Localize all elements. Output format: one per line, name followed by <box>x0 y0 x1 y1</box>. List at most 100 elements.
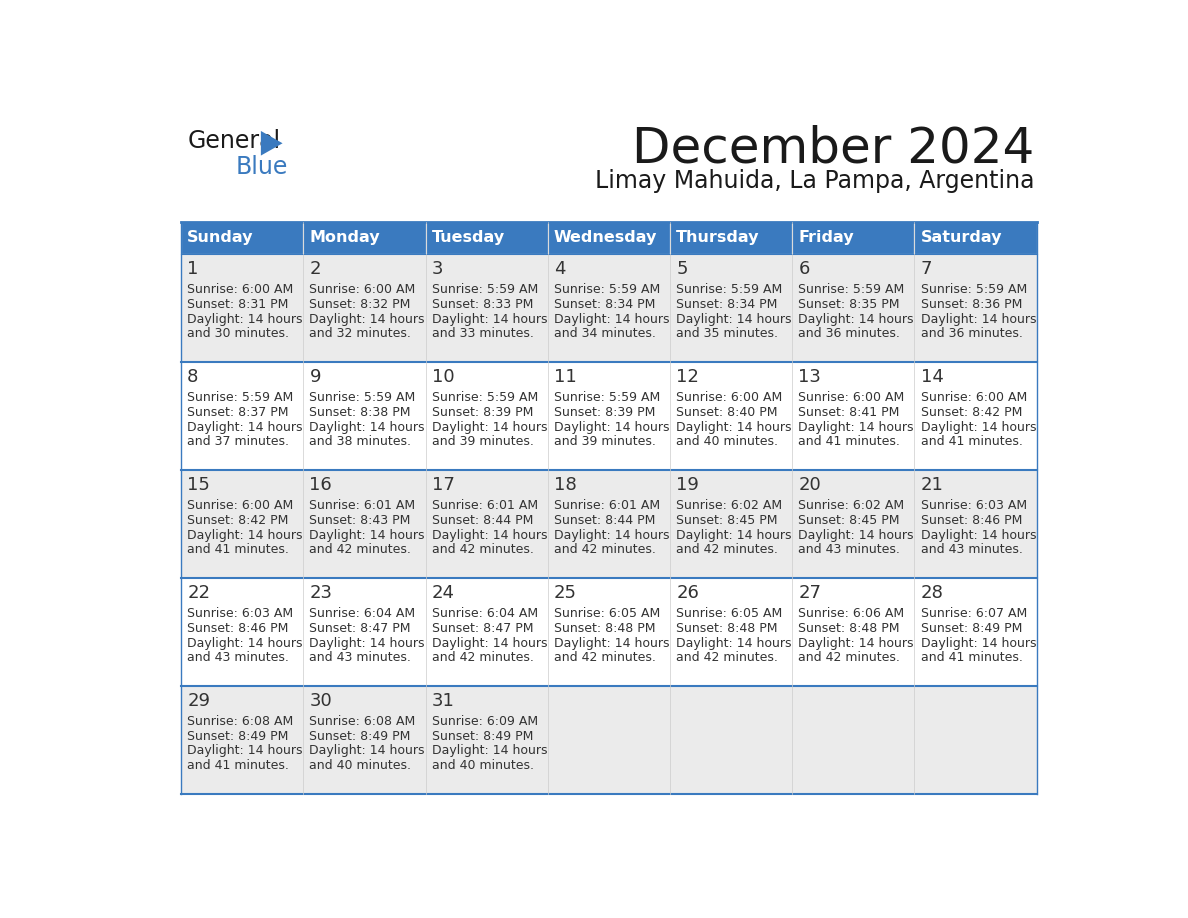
Text: Daylight: 14 hours: Daylight: 14 hours <box>188 420 303 433</box>
Text: Sunset: 8:31 PM: Sunset: 8:31 PM <box>188 298 289 311</box>
Text: Daylight: 14 hours: Daylight: 14 hours <box>798 529 914 542</box>
Text: Sunrise: 6:00 AM: Sunrise: 6:00 AM <box>676 391 783 404</box>
Text: Sunrise: 5:59 AM: Sunrise: 5:59 AM <box>798 284 904 297</box>
Bar <box>792 222 915 254</box>
Bar <box>303 470 425 578</box>
Text: and 42 minutes.: and 42 minutes. <box>676 543 778 556</box>
Text: 6: 6 <box>798 261 810 278</box>
Text: and 40 minutes.: and 40 minutes. <box>431 759 533 772</box>
Text: Sunset: 8:46 PM: Sunset: 8:46 PM <box>921 514 1022 527</box>
Text: 9: 9 <box>310 368 321 386</box>
Text: and 42 minutes.: and 42 minutes. <box>431 651 533 664</box>
Text: and 40 minutes.: and 40 minutes. <box>310 759 411 772</box>
Text: 20: 20 <box>798 476 821 494</box>
Polygon shape <box>261 131 283 155</box>
Text: Sunset: 8:44 PM: Sunset: 8:44 PM <box>431 514 533 527</box>
Bar <box>303 578 425 686</box>
Text: Sunrise: 6:00 AM: Sunrise: 6:00 AM <box>188 499 293 512</box>
Text: Sunrise: 5:59 AM: Sunrise: 5:59 AM <box>676 284 783 297</box>
Text: Sunrise: 6:00 AM: Sunrise: 6:00 AM <box>310 284 416 297</box>
Text: Sunset: 8:47 PM: Sunset: 8:47 PM <box>310 621 411 635</box>
Text: Daylight: 14 hours: Daylight: 14 hours <box>310 420 425 433</box>
Text: and 42 minutes.: and 42 minutes. <box>431 543 533 556</box>
Text: and 43 minutes.: and 43 minutes. <box>798 543 901 556</box>
Bar <box>915 578 1037 686</box>
Text: 17: 17 <box>431 476 455 494</box>
Text: 18: 18 <box>554 476 576 494</box>
Text: Sunrise: 5:59 AM: Sunrise: 5:59 AM <box>921 284 1026 297</box>
Text: Daylight: 14 hours: Daylight: 14 hours <box>188 313 303 326</box>
Text: Sunset: 8:39 PM: Sunset: 8:39 PM <box>554 406 656 419</box>
Text: 26: 26 <box>676 584 699 602</box>
Bar <box>181 470 303 578</box>
Text: Daylight: 14 hours: Daylight: 14 hours <box>310 636 425 650</box>
Text: Limay Mahuida, La Pampa, Argentina: Limay Mahuida, La Pampa, Argentina <box>595 169 1035 193</box>
Text: Sunset: 8:48 PM: Sunset: 8:48 PM <box>554 621 656 635</box>
Text: and 43 minutes.: and 43 minutes. <box>188 651 289 664</box>
Text: Sunrise: 5:59 AM: Sunrise: 5:59 AM <box>310 391 416 404</box>
Bar <box>425 686 548 794</box>
Text: 12: 12 <box>676 368 699 386</box>
Text: and 30 minutes.: and 30 minutes. <box>188 328 289 341</box>
Text: 24: 24 <box>431 584 455 602</box>
Text: Sunrise: 5:59 AM: Sunrise: 5:59 AM <box>431 284 538 297</box>
Text: Daylight: 14 hours: Daylight: 14 hours <box>676 420 791 433</box>
Text: Sunset: 8:40 PM: Sunset: 8:40 PM <box>676 406 778 419</box>
Text: Sunset: 8:49 PM: Sunset: 8:49 PM <box>921 621 1022 635</box>
Text: and 43 minutes.: and 43 minutes. <box>310 651 411 664</box>
Bar <box>425 578 548 686</box>
Text: and 39 minutes.: and 39 minutes. <box>554 435 656 448</box>
Text: 25: 25 <box>554 584 577 602</box>
Text: Sunset: 8:49 PM: Sunset: 8:49 PM <box>188 730 289 743</box>
Text: Sunday: Sunday <box>188 230 254 245</box>
Text: 21: 21 <box>921 476 943 494</box>
Text: Sunrise: 6:08 AM: Sunrise: 6:08 AM <box>188 715 293 728</box>
Text: and 32 minutes.: and 32 minutes. <box>310 328 411 341</box>
Bar <box>792 362 915 470</box>
Text: Sunset: 8:46 PM: Sunset: 8:46 PM <box>188 621 289 635</box>
Text: Sunset: 8:35 PM: Sunset: 8:35 PM <box>798 298 899 311</box>
Text: 31: 31 <box>431 692 455 711</box>
Bar <box>181 362 303 470</box>
Text: Sunrise: 5:59 AM: Sunrise: 5:59 AM <box>188 391 293 404</box>
Text: Sunrise: 6:02 AM: Sunrise: 6:02 AM <box>798 499 904 512</box>
Text: 16: 16 <box>310 476 333 494</box>
Text: Sunset: 8:33 PM: Sunset: 8:33 PM <box>431 298 533 311</box>
Text: Sunset: 8:44 PM: Sunset: 8:44 PM <box>554 514 656 527</box>
Text: Sunrise: 5:59 AM: Sunrise: 5:59 AM <box>554 284 661 297</box>
Text: Sunrise: 5:59 AM: Sunrise: 5:59 AM <box>431 391 538 404</box>
Text: Daylight: 14 hours: Daylight: 14 hours <box>676 636 791 650</box>
Text: Daylight: 14 hours: Daylight: 14 hours <box>431 529 548 542</box>
Text: Daylight: 14 hours: Daylight: 14 hours <box>188 744 303 757</box>
Text: and 42 minutes.: and 42 minutes. <box>554 651 656 664</box>
Bar <box>425 470 548 578</box>
Text: Daylight: 14 hours: Daylight: 14 hours <box>798 420 914 433</box>
Text: Sunrise: 6:05 AM: Sunrise: 6:05 AM <box>676 608 783 621</box>
Text: Wednesday: Wednesday <box>554 230 657 245</box>
Text: Sunrise: 6:00 AM: Sunrise: 6:00 AM <box>188 284 293 297</box>
Text: Daylight: 14 hours: Daylight: 14 hours <box>921 313 1036 326</box>
Text: Sunset: 8:36 PM: Sunset: 8:36 PM <box>921 298 1022 311</box>
Text: Sunrise: 6:03 AM: Sunrise: 6:03 AM <box>921 499 1026 512</box>
Text: and 42 minutes.: and 42 minutes. <box>676 651 778 664</box>
Text: and 41 minutes.: and 41 minutes. <box>921 435 1023 448</box>
Text: Sunset: 8:34 PM: Sunset: 8:34 PM <box>554 298 656 311</box>
Text: Monday: Monday <box>310 230 380 245</box>
Bar <box>548 578 670 686</box>
Text: Sunrise: 6:01 AM: Sunrise: 6:01 AM <box>554 499 661 512</box>
Bar <box>670 470 792 578</box>
Text: 11: 11 <box>554 368 576 386</box>
Text: Daylight: 14 hours: Daylight: 14 hours <box>310 313 425 326</box>
Text: Sunset: 8:34 PM: Sunset: 8:34 PM <box>676 298 777 311</box>
Text: 23: 23 <box>310 584 333 602</box>
Text: Sunrise: 5:59 AM: Sunrise: 5:59 AM <box>554 391 661 404</box>
Text: Daylight: 14 hours: Daylight: 14 hours <box>921 636 1036 650</box>
Text: Sunrise: 6:05 AM: Sunrise: 6:05 AM <box>554 608 661 621</box>
Text: 2: 2 <box>310 261 321 278</box>
Text: 30: 30 <box>310 692 333 711</box>
Text: Daylight: 14 hours: Daylight: 14 hours <box>798 313 914 326</box>
Text: Sunset: 8:41 PM: Sunset: 8:41 PM <box>798 406 899 419</box>
Text: Daylight: 14 hours: Daylight: 14 hours <box>798 636 914 650</box>
Text: and 42 minutes.: and 42 minutes. <box>554 543 656 556</box>
Text: Sunrise: 6:07 AM: Sunrise: 6:07 AM <box>921 608 1026 621</box>
